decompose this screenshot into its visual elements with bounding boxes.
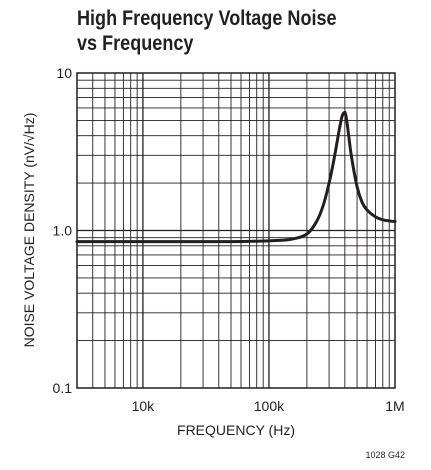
y-tick-label: 1.0 [53, 223, 73, 239]
x-tick-label: 1M [385, 398, 404, 414]
y-tick-labels: 10 1.0 0.1 [53, 65, 73, 396]
y-axis-label: NOISE VOLTAGE DENSITY (nV/√Hz) [21, 113, 37, 348]
chart-title: High Frequency Voltage Noise vs Frequenc… [77, 6, 369, 56]
x-axis-label: FREQUENCY (Hz) [177, 422, 295, 438]
x-tick-label: 10k [132, 398, 156, 414]
y-tick-label: 10 [56, 65, 72, 81]
y-tick-label: 0.1 [53, 380, 73, 396]
x-tick-label: 100k [254, 398, 285, 414]
plot-frame [76, 72, 396, 389]
x-tick-labels: 10k 100k 1M [132, 398, 405, 414]
figure-code: 1028 G42 [365, 450, 405, 460]
chart-title-line-1: High Frequency Voltage Noise [77, 7, 337, 30]
chart-title-line-2: vs Frequency [77, 32, 194, 55]
grid [77, 73, 395, 388]
noise-curve [75, 110, 397, 244]
